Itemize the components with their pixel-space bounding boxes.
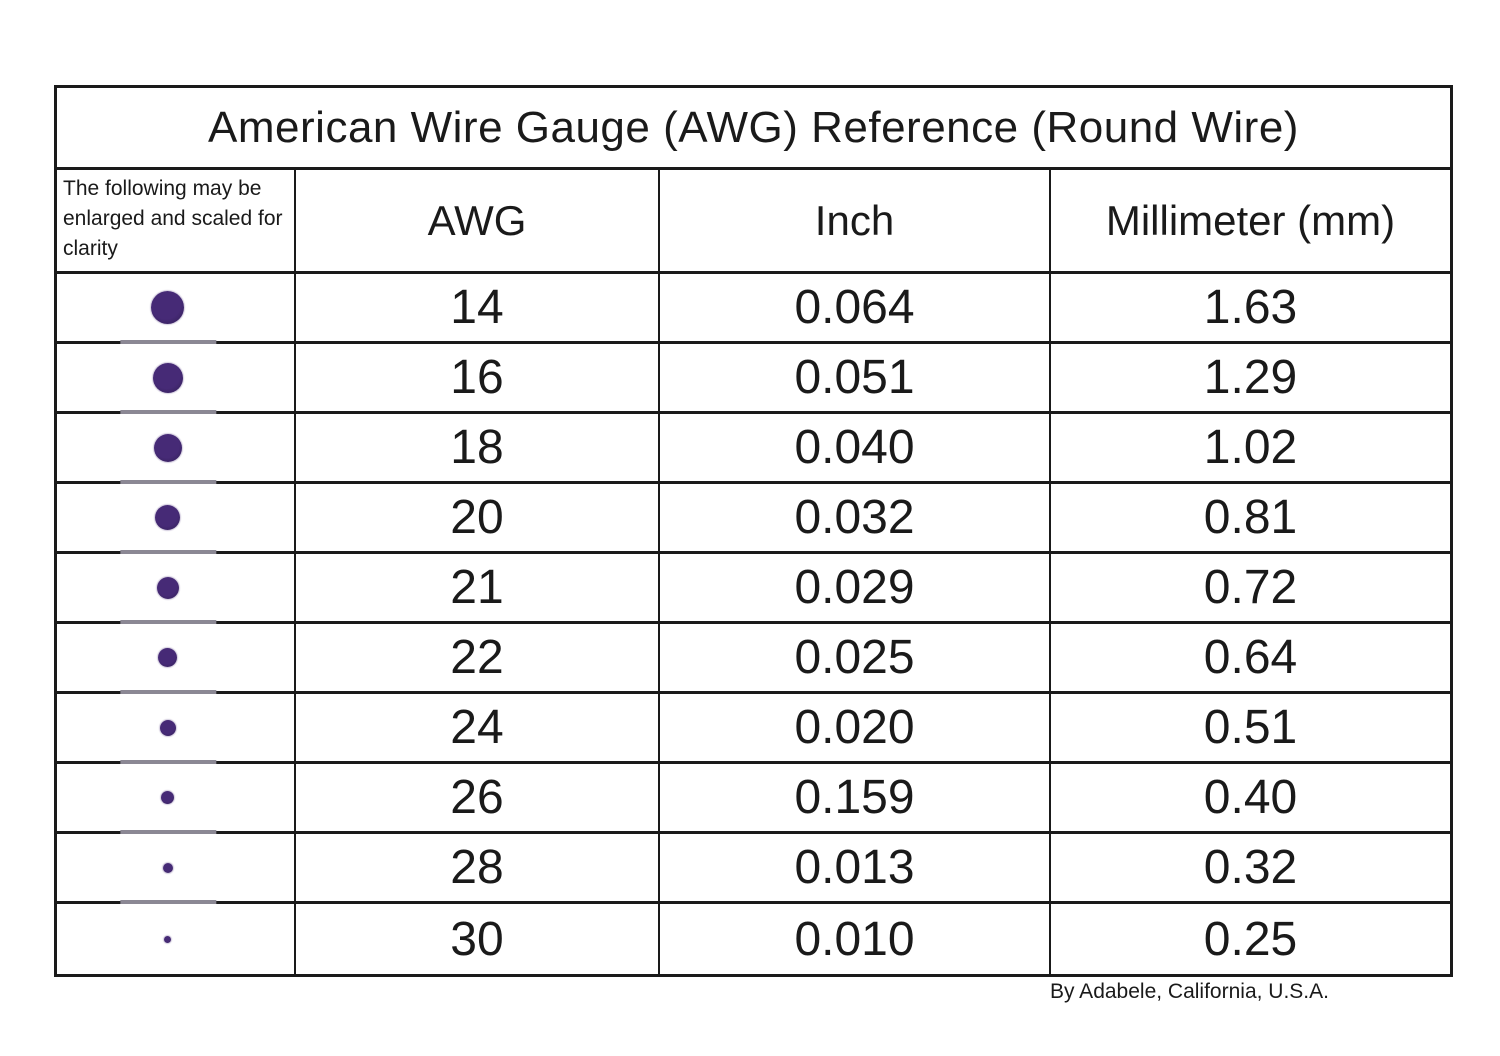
mm-value: 1.63 bbox=[1051, 274, 1450, 344]
mm-value: 0.40 bbox=[1051, 764, 1450, 834]
table-row-wire-dot-cell bbox=[57, 694, 296, 764]
inch-value: 0.040 bbox=[660, 414, 1051, 484]
table-row-wire-dot-cell bbox=[57, 904, 296, 974]
inch-value: 0.159 bbox=[660, 764, 1051, 834]
inch-value: 0.025 bbox=[660, 624, 1051, 694]
wire-dot-underline bbox=[119, 480, 216, 484]
mm-value: 1.29 bbox=[1051, 344, 1450, 414]
wire-dot-underline bbox=[119, 550, 216, 554]
awg-value: 28 bbox=[296, 834, 660, 904]
table-row-wire-dot-cell bbox=[57, 414, 296, 484]
wire-size-dot bbox=[152, 362, 183, 393]
awg-value: 14 bbox=[296, 274, 660, 344]
awg-value: 16 bbox=[296, 344, 660, 414]
table-row-wire-dot-cell bbox=[57, 484, 296, 554]
mm-value: 0.81 bbox=[1051, 484, 1450, 554]
wire-size-dot bbox=[151, 291, 184, 324]
awg-reference-table: American Wire Gauge (AWG) Reference (Rou… bbox=[54, 85, 1453, 977]
mm-value: 1.02 bbox=[1051, 414, 1450, 484]
inch-value: 0.064 bbox=[660, 274, 1051, 344]
awg-value: 22 bbox=[296, 624, 660, 694]
inch-value: 0.013 bbox=[660, 834, 1051, 904]
inch-value: 0.051 bbox=[660, 344, 1051, 414]
size-note: The following may be enlarged and scaled… bbox=[57, 170, 296, 274]
wire-dot-underline bbox=[119, 340, 216, 344]
awg-value: 21 bbox=[296, 554, 660, 624]
wire-size-dot bbox=[155, 505, 180, 530]
table-title: American Wire Gauge (AWG) Reference (Rou… bbox=[57, 88, 1450, 170]
table-row-wire-dot-cell bbox=[57, 274, 296, 344]
column-header-inch: Inch bbox=[660, 170, 1051, 274]
wire-dot-underline bbox=[119, 620, 216, 624]
wire-size-dot bbox=[158, 648, 177, 667]
wire-size-dot bbox=[164, 935, 171, 943]
awg-value: 26 bbox=[296, 764, 660, 834]
wire-size-dot bbox=[161, 791, 174, 804]
mm-value: 0.51 bbox=[1051, 694, 1450, 764]
column-header-mm: Millimeter (mm) bbox=[1051, 170, 1450, 274]
column-header-awg: AWG bbox=[296, 170, 660, 274]
wire-size-dot bbox=[153, 433, 182, 462]
inch-value: 0.020 bbox=[660, 694, 1051, 764]
wire-dot-underline bbox=[119, 690, 216, 694]
table-row-wire-dot-cell bbox=[57, 834, 296, 904]
mm-value: 0.32 bbox=[1051, 834, 1450, 904]
credit-text: By Adabele, California, U.S.A. bbox=[1050, 980, 1329, 1003]
wire-dot-underline bbox=[119, 410, 216, 414]
table-row-wire-dot-cell bbox=[57, 624, 296, 694]
wire-size-dot bbox=[162, 862, 173, 873]
mm-value: 0.64 bbox=[1051, 624, 1450, 694]
inch-value: 0.029 bbox=[660, 554, 1051, 624]
table-row-wire-dot-cell bbox=[57, 344, 296, 414]
awg-value: 20 bbox=[296, 484, 660, 554]
awg-value: 24 bbox=[296, 694, 660, 764]
wire-size-dot bbox=[156, 576, 179, 599]
table-row-wire-dot-cell bbox=[57, 554, 296, 624]
table-row-wire-dot-cell bbox=[57, 764, 296, 834]
inch-value: 0.032 bbox=[660, 484, 1051, 554]
mm-value: 0.72 bbox=[1051, 554, 1450, 624]
awg-value: 30 bbox=[296, 904, 660, 974]
wire-dot-underline bbox=[119, 830, 216, 834]
wire-dot-underline bbox=[119, 900, 216, 904]
awg-value: 18 bbox=[296, 414, 660, 484]
wire-dot-underline bbox=[119, 760, 216, 764]
mm-value: 0.25 bbox=[1203, 912, 1298, 966]
inch-value: 0.010 bbox=[660, 904, 1051, 974]
wire-size-dot bbox=[159, 719, 176, 736]
